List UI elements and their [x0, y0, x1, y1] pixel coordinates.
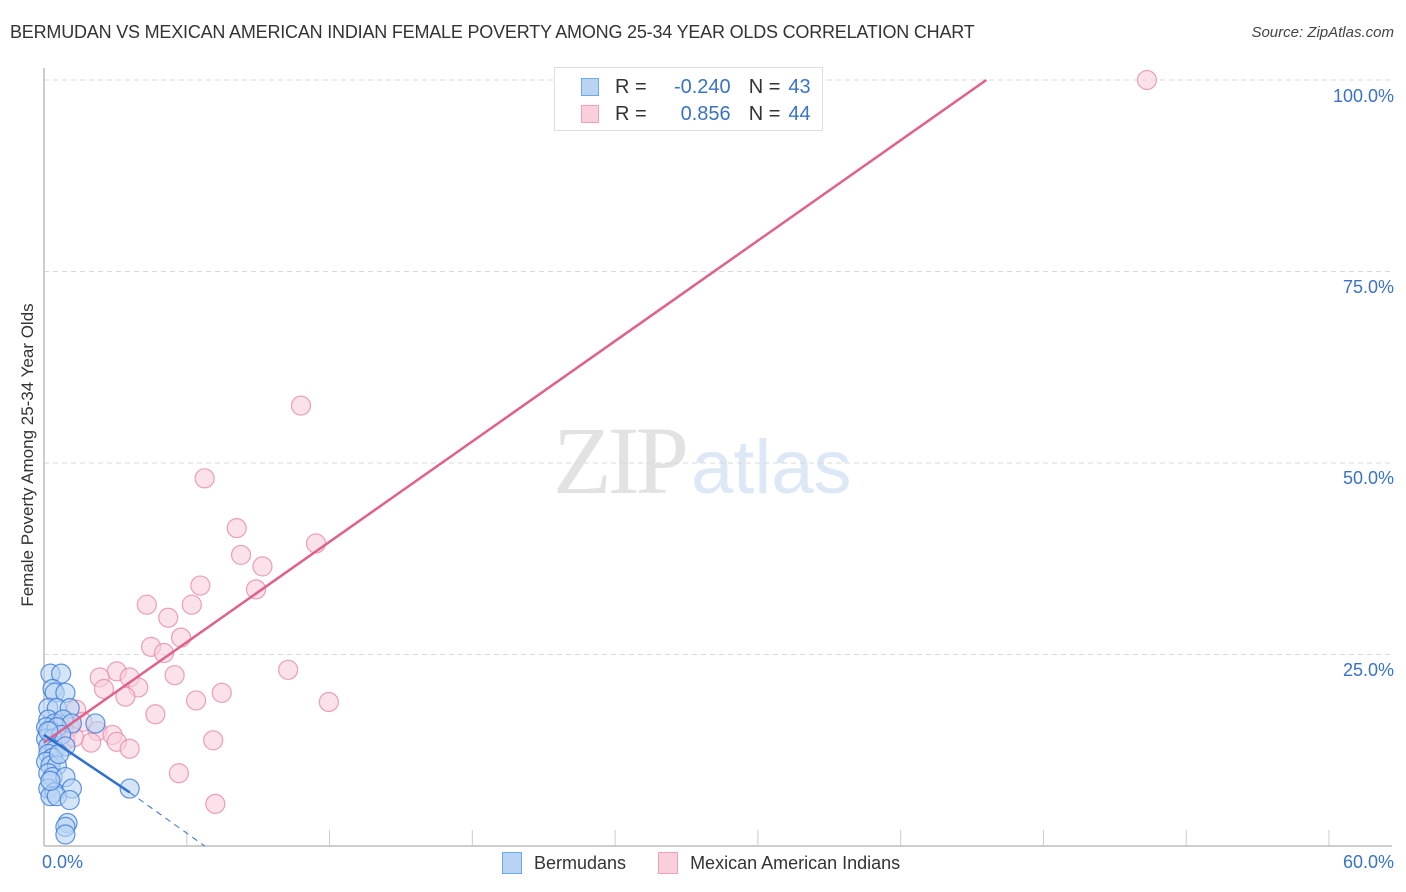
data-point	[245, 579, 267, 600]
y-tick-100: 100.0%	[1332, 86, 1394, 106]
data-point	[170, 627, 192, 648]
trend-lines	[43, 78, 988, 847]
data-point	[230, 544, 252, 566]
bermudans-swatch	[581, 78, 599, 96]
n-value: 43	[788, 75, 811, 98]
data-point	[194, 468, 215, 489]
watermark-atlas: atlas	[691, 425, 852, 510]
data-point	[158, 607, 179, 628]
n-value: 44	[788, 102, 811, 125]
r-label: R =	[615, 75, 647, 98]
watermark-zip: ZIP	[553, 407, 689, 514]
legend-item-bermudans[interactable]: Bermudans	[502, 852, 626, 874]
legend-row-mexican-american-indians: R = 0.856 N = 44	[581, 102, 811, 126]
data-point	[145, 704, 166, 725]
data-point	[93, 678, 115, 700]
data-point	[119, 778, 140, 799]
y-tick-50: 50.0%	[1342, 468, 1394, 488]
data-point	[40, 770, 61, 791]
legend-label: Bermudans	[534, 852, 627, 873]
data-point	[1136, 69, 1158, 91]
data-point	[185, 690, 207, 711]
series-legend: Bermudans Mexican American Indians	[502, 852, 932, 874]
data-point	[181, 594, 202, 615]
data-point	[252, 556, 273, 577]
correlation-legend: R = -0.240 N = 43 R = 0.856 N = 44	[554, 67, 823, 131]
legend-item-mexican-american-indians[interactable]: Mexican American Indians	[658, 852, 900, 874]
data-point	[55, 824, 76, 845]
chart-title: BERMUDAN VS MEXICAN AMERICAN INDIAN FEMA…	[10, 22, 975, 42]
legend-row-bermudans: R = -0.240 N = 43	[581, 75, 811, 99]
data-point	[115, 686, 136, 707]
x-tick-60: 60.0%	[1342, 852, 1394, 872]
y-axis-label: Female Poverty Among 25-34 Year Olds	[18, 303, 37, 607]
legend-label: Mexican American Indians	[690, 852, 901, 873]
data-point	[190, 575, 211, 596]
x-tick-0: 0.0%	[42, 852, 84, 872]
data-point	[278, 659, 299, 680]
r-value: -0.240	[673, 75, 731, 98]
mexican-american-indians-legend-swatch	[658, 852, 679, 874]
n-label: N =	[748, 75, 781, 98]
bermudans-trend-extension	[129, 791, 205, 847]
y-tick-75: 75.0%	[1342, 277, 1394, 297]
data-point	[119, 738, 140, 759]
mexican-american-indians-trend-line	[43, 78, 988, 744]
mexican-american-indians-points	[40, 69, 1158, 814]
data-point	[290, 395, 312, 416]
data-point	[205, 793, 226, 814]
data-point	[203, 730, 224, 751]
bermudans-legend-swatch	[502, 852, 522, 874]
n-label: N =	[748, 102, 781, 125]
data-point	[48, 743, 70, 765]
data-point	[136, 594, 157, 615]
data-point	[168, 763, 190, 784]
data-point	[81, 732, 102, 753]
x-axis-ticks	[186, 830, 1330, 846]
data-point	[211, 682, 232, 703]
data-point	[318, 691, 339, 713]
zipatlas-watermark: ZIPatlas	[553, 405, 852, 516]
bermudans-trend-line	[43, 733, 131, 794]
y-tick-25: 25.0%	[1342, 660, 1394, 680]
data-point	[51, 663, 72, 684]
source-label: Source: ZipAtlas.com	[1251, 24, 1394, 41]
data-point	[59, 789, 80, 811]
data-point	[164, 665, 185, 686]
gridlines	[44, 79, 1392, 655]
data-point	[226, 518, 247, 539]
mexican-american-indians-swatch	[581, 105, 599, 123]
r-value: 0.856	[680, 102, 731, 125]
r-label: R =	[615, 102, 647, 125]
data-point	[85, 713, 106, 734]
